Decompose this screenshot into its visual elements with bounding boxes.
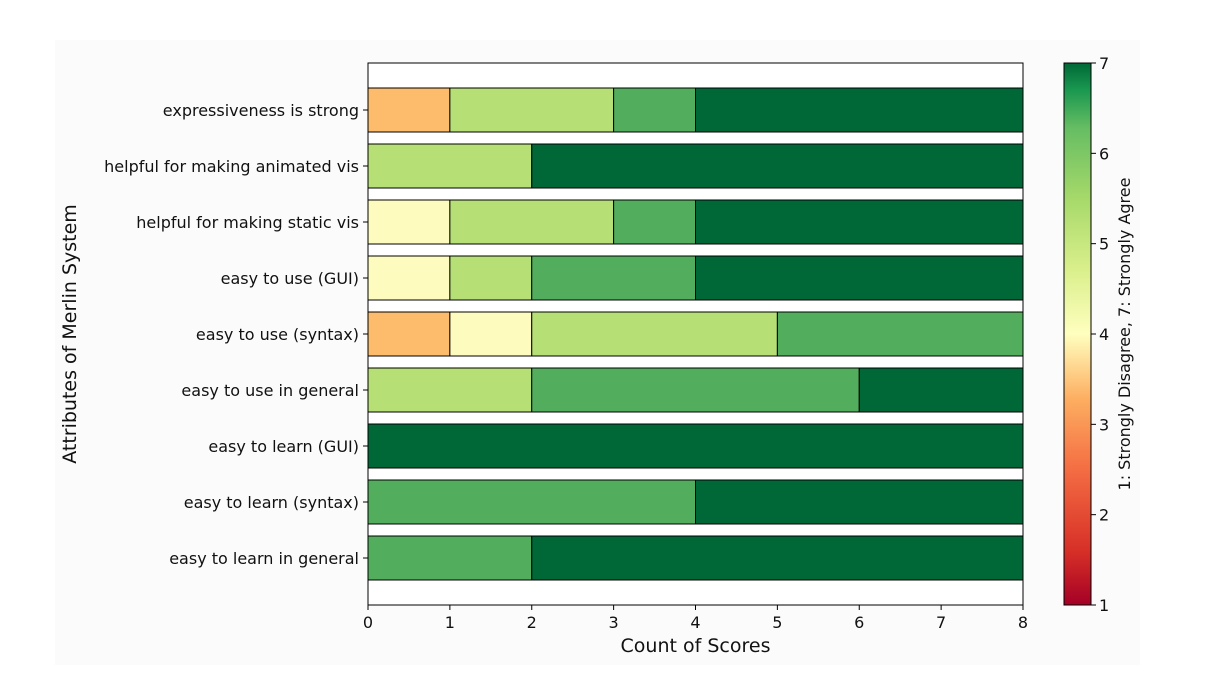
bar-segment-score-5 — [531, 311, 778, 357]
bar-segment-score-7 — [695, 479, 1024, 525]
y-tick-label: easy to use (GUI) — [221, 269, 359, 288]
bar-segment-score-4 — [367, 199, 451, 245]
y-axis-ticks: expressiveness is strong helpful for maki… — [104, 101, 368, 568]
x-tick-label: 3 — [609, 613, 619, 632]
colorbar-tick-label: 7 — [1099, 54, 1109, 73]
y-tick-label: helpful for making static vis — [136, 213, 359, 232]
x-tick-label: 4 — [690, 613, 700, 632]
colorbar — [1063, 62, 1092, 606]
y-tick-label: easy to use in general — [181, 381, 359, 400]
bar-segment-score-7 — [695, 255, 1024, 301]
bar-segment-score-7 — [695, 87, 1024, 133]
plot-frame — [367, 62, 1024, 606]
colorbar-tick-label: 6 — [1099, 144, 1109, 163]
y-tick-label: easy to use (syntax) — [196, 325, 359, 344]
x-tick-label: 2 — [527, 613, 537, 632]
colorbar-tick-label: 1 — [1099, 596, 1109, 615]
bar-segment-score-5 — [449, 199, 615, 245]
bar-segment-score-6 — [613, 199, 696, 245]
colorbar-tick-label: 2 — [1099, 506, 1109, 525]
colorbar-label: 1: Strongly Disagree, 7: Strongly Agree — [1115, 178, 1134, 491]
x-tick-label: 6 — [854, 613, 864, 632]
x-axis-label: Count of Scores — [621, 635, 771, 657]
colorbar-tick-label: 5 — [1099, 235, 1109, 254]
bar-segment-score-3 — [367, 311, 451, 357]
bar-segment-score-4 — [367, 255, 451, 301]
colorbar-tick-label: 4 — [1099, 325, 1109, 344]
bars-group — [367, 87, 1024, 581]
bar-segment-score-7 — [367, 423, 1024, 469]
bar-segment-score-5 — [367, 367, 533, 413]
x-tick-label: 8 — [1018, 613, 1028, 632]
bar-segment-score-5 — [367, 143, 533, 189]
x-tick-label: 0 — [363, 613, 373, 632]
y-tick-label: expressiveness is strong — [163, 101, 359, 120]
colorbar-tick-label: 3 — [1099, 415, 1109, 434]
bar-segment-score-7 — [531, 535, 1024, 581]
y-axis-label: Attributes of Merlin System — [59, 204, 81, 464]
bar-segment-score-7 — [531, 143, 1024, 189]
y-tick-label: helpful for making animated vis — [104, 157, 359, 176]
bar-segment-score-6 — [367, 479, 696, 525]
bar-segment-score-6 — [367, 535, 533, 581]
x-tick-label: 5 — [772, 613, 782, 632]
x-tick-label: 1 — [445, 613, 455, 632]
y-tick-label: easy to learn in general — [169, 549, 359, 568]
y-tick-label: easy to learn (syntax) — [184, 493, 359, 512]
y-tick-label: easy to learn (GUI) — [208, 437, 359, 456]
bar-segment-score-6 — [776, 311, 1024, 357]
bar-segment-score-6 — [613, 87, 696, 133]
bar-segment-score-3 — [367, 87, 451, 133]
bar-segment-score-4 — [449, 311, 533, 357]
x-tick-label: 7 — [936, 613, 946, 632]
colorbar-ticks: 1 2 3 4 5 6 7 — [1091, 54, 1109, 615]
bar-segment-score-5 — [449, 87, 615, 133]
bar-segment-score-6 — [531, 255, 696, 301]
bar-segment-score-5 — [449, 255, 533, 301]
bar-segment-score-7 — [695, 199, 1024, 245]
x-axis-ticks: 0 1 2 3 4 5 6 7 8 — [363, 605, 1028, 632]
bar-segment-score-6 — [531, 367, 860, 413]
bar-segment-score-7 — [858, 367, 1024, 413]
